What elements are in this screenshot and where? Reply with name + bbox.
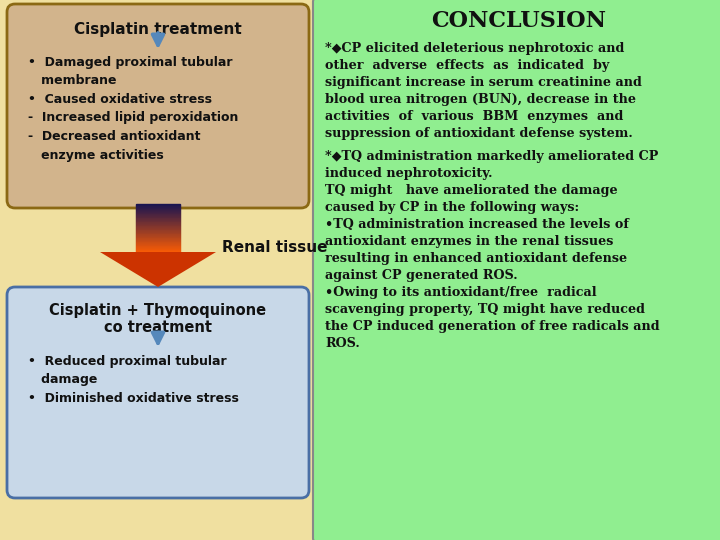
- Text: Cisplatin + Thymoquinone
co treatment: Cisplatin + Thymoquinone co treatment: [50, 303, 266, 335]
- Bar: [136, 237, 180, 238]
- Text: Cisplatin treatment: Cisplatin treatment: [74, 22, 242, 37]
- Text: scavenging property, TQ might have reduced: scavenging property, TQ might have reduc…: [325, 303, 645, 316]
- Text: induced nephrotoxicity.: induced nephrotoxicity.: [325, 167, 492, 180]
- Bar: [136, 211, 180, 212]
- Text: •TQ administration increased the levels of: •TQ administration increased the levels …: [325, 218, 629, 231]
- Bar: [136, 208, 180, 209]
- Bar: [136, 246, 180, 247]
- Bar: [136, 251, 180, 252]
- FancyBboxPatch shape: [7, 4, 309, 208]
- Bar: [136, 249, 180, 251]
- Text: CONCLUSION: CONCLUSION: [431, 10, 606, 32]
- Bar: [136, 214, 180, 215]
- FancyBboxPatch shape: [0, 0, 321, 540]
- Bar: [136, 232, 180, 233]
- Bar: [136, 226, 180, 227]
- Text: blood urea nitrogen (BUN), decrease in the: blood urea nitrogen (BUN), decrease in t…: [325, 93, 636, 106]
- Bar: [136, 221, 180, 222]
- Bar: [136, 220, 180, 221]
- Text: •  Reduced proximal tubular
   damage
•  Diminished oxidative stress: • Reduced proximal tubular damage • Dimi…: [28, 355, 239, 405]
- Text: significant increase in serum creatinine and: significant increase in serum creatinine…: [325, 76, 642, 89]
- Bar: [136, 217, 180, 218]
- Bar: [136, 248, 180, 249]
- Bar: [136, 207, 180, 208]
- Text: caused by CP in the following ways:: caused by CP in the following ways:: [325, 201, 579, 214]
- Bar: [136, 204, 180, 205]
- Bar: [136, 222, 180, 223]
- FancyBboxPatch shape: [313, 0, 720, 540]
- Text: ROS.: ROS.: [325, 337, 360, 350]
- Text: TQ might   have ameliorated the damage: TQ might have ameliorated the damage: [325, 184, 618, 197]
- Bar: [136, 205, 180, 206]
- Bar: [136, 244, 180, 245]
- Bar: [136, 241, 180, 242]
- Text: the CP induced generation of free radicals and: the CP induced generation of free radica…: [325, 320, 660, 333]
- Bar: [136, 245, 180, 246]
- FancyBboxPatch shape: [7, 287, 309, 498]
- Bar: [136, 230, 180, 231]
- Bar: [136, 212, 180, 213]
- Text: activities  of  various  BBM  enzymes  and: activities of various BBM enzymes and: [325, 110, 624, 123]
- Bar: [136, 206, 180, 207]
- Text: •Owing to its antioxidant/free  radical: •Owing to its antioxidant/free radical: [325, 286, 597, 299]
- Bar: [136, 216, 180, 217]
- Bar: [136, 223, 180, 224]
- Bar: [136, 239, 180, 240]
- Text: suppression of antioxidant defense system.: suppression of antioxidant defense syste…: [325, 127, 633, 140]
- Bar: [136, 210, 180, 211]
- Bar: [136, 243, 180, 244]
- Bar: [136, 234, 180, 235]
- Text: resulting in enhanced antioxidant defense: resulting in enhanced antioxidant defens…: [325, 252, 627, 265]
- Text: other  adverse  effects  as  indicated  by: other adverse effects as indicated by: [325, 59, 609, 72]
- Bar: [136, 233, 180, 234]
- Bar: [136, 238, 180, 239]
- Text: *◆CP elicited deleterious nephrotoxic and: *◆CP elicited deleterious nephrotoxic an…: [325, 42, 624, 55]
- Bar: [136, 224, 180, 225]
- Bar: [136, 236, 180, 237]
- Bar: [136, 213, 180, 214]
- Bar: [136, 219, 180, 220]
- Bar: [136, 247, 180, 248]
- Bar: [136, 235, 180, 236]
- Text: *◆TQ administration markedly ameliorated CP: *◆TQ administration markedly ameliorated…: [325, 150, 658, 163]
- Bar: [136, 215, 180, 216]
- Bar: [136, 231, 180, 232]
- Bar: [136, 228, 180, 229]
- Bar: [136, 218, 180, 219]
- Bar: [136, 242, 180, 243]
- Bar: [136, 240, 180, 241]
- Text: Renal tissue: Renal tissue: [222, 240, 328, 254]
- Text: antioxidant enzymes in the renal tissues: antioxidant enzymes in the renal tissues: [325, 235, 613, 248]
- Text: •  Damaged proximal tubular
   membrane
•  Caused oxidative stress
-  Increased : • Damaged proximal tubular membrane • Ca…: [28, 56, 238, 161]
- Bar: [136, 227, 180, 228]
- Bar: [136, 209, 180, 210]
- Polygon shape: [100, 252, 216, 287]
- Bar: [136, 225, 180, 226]
- Text: against CP generated ROS.: against CP generated ROS.: [325, 269, 518, 282]
